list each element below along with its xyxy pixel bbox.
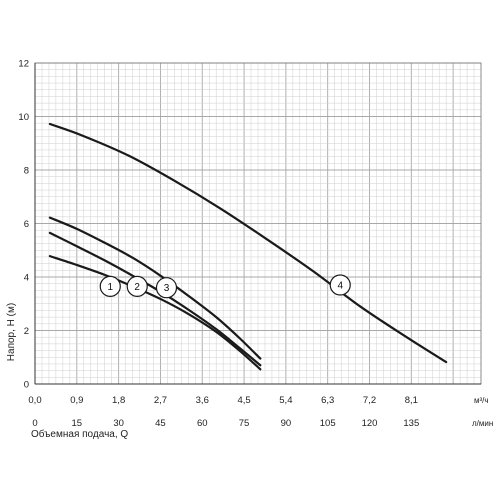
x-tick-label-secondary: 45 bbox=[155, 418, 166, 429]
x-tick-label-secondary: 60 bbox=[197, 418, 208, 429]
series-line-2 bbox=[48, 231, 262, 367]
y-tick-label: 8 bbox=[24, 166, 29, 177]
x-tick-label-secondary: 105 bbox=[320, 418, 336, 429]
series-label-3: 3 bbox=[164, 283, 170, 294]
x-axis-ticks-secondary: 0 15 30 45 60 75 90 105 120 135 bbox=[32, 418, 419, 429]
series-line-3 bbox=[48, 216, 262, 360]
x-unit-secondary: л/мин bbox=[472, 419, 493, 428]
series-marker-2 bbox=[126, 275, 148, 297]
series-label-4: 4 bbox=[337, 281, 343, 292]
series-marker-3 bbox=[155, 277, 178, 299]
x-tick-label-primary: 2,7 bbox=[154, 395, 167, 406]
y-tick-label: 6 bbox=[24, 219, 29, 230]
x-tick-label-primary: 3,6 bbox=[196, 395, 209, 406]
series-label-2: 2 bbox=[134, 282, 140, 293]
x-tick-label-primary: 4,5 bbox=[237, 395, 250, 406]
x-tick-label-secondary: 15 bbox=[72, 418, 83, 429]
x-tick-label-primary: 5,4 bbox=[279, 395, 292, 406]
series-marker-1 bbox=[99, 275, 121, 297]
y-tick-label: 2 bbox=[24, 326, 29, 337]
x-unit-primary: м³/ч bbox=[474, 396, 489, 405]
y-axis-ticks: 0 2 4 6 8 10 12 bbox=[18, 59, 29, 391]
series-curves bbox=[48, 122, 448, 371]
series-label-1: 1 bbox=[107, 282, 113, 293]
grid bbox=[34, 62, 482, 385]
y-tick-label: 10 bbox=[18, 112, 29, 123]
x-tick-label-secondary: 75 bbox=[239, 418, 250, 429]
x-tick-label-secondary: 90 bbox=[281, 418, 292, 429]
plot-frame bbox=[34, 62, 482, 385]
x-tick-label-primary: 7,2 bbox=[363, 395, 376, 406]
series-line-1 bbox=[48, 255, 262, 371]
x-tick-label-secondary: 135 bbox=[403, 418, 419, 429]
x-tick-label-primary: 0,0 bbox=[28, 395, 41, 406]
x-tick-label-primary: 0,9 bbox=[70, 395, 83, 406]
x-tick-label-primary: 8,1 bbox=[405, 395, 418, 406]
series-line-4 bbox=[48, 122, 448, 364]
y-tick-label: 4 bbox=[24, 273, 29, 284]
series-marker-4 bbox=[329, 274, 351, 296]
x-tick-label-primary: 6,3 bbox=[321, 395, 334, 406]
y-tick-label: 12 bbox=[18, 59, 29, 70]
x-tick-label-primary: 1,8 bbox=[112, 395, 125, 406]
y-axis-label: Напор, Н (м) bbox=[6, 303, 17, 361]
x-axis-ticks-primary: 0,0 0,9 1,8 2,7 3,6 4,5 5,4 6,3 7,2 8,1 bbox=[28, 395, 418, 406]
x-tick-label-secondary: 120 bbox=[362, 418, 378, 429]
x-axis-label: Объемная подача, Q bbox=[31, 428, 128, 440]
y-tick-label: 0 bbox=[24, 380, 29, 391]
series-markers: 1 2 3 4 bbox=[99, 274, 351, 299]
x-tick-label-secondary: 30 bbox=[113, 418, 124, 429]
x-tick-label-secondary: 0 bbox=[32, 418, 37, 429]
